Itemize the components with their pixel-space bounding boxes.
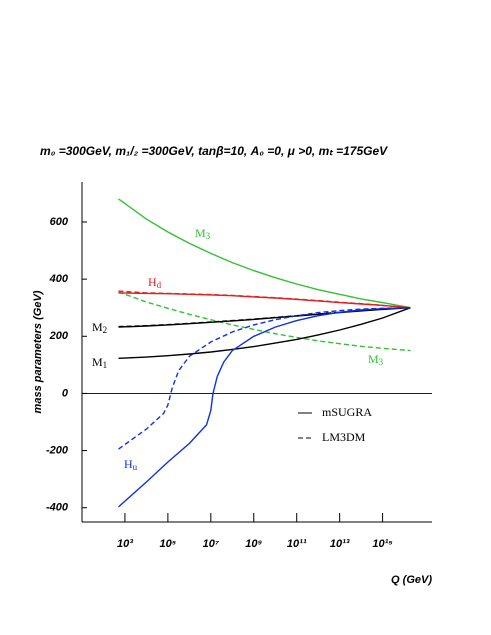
curve-label-sub: 3: [206, 231, 211, 241]
series-line: [118, 307, 411, 508]
x-tick-label: 10⁹: [245, 538, 262, 550]
x-tick-label: 10³: [117, 538, 133, 550]
curve-label-main: M: [92, 355, 103, 369]
x-tick-label: 10¹³: [330, 538, 350, 550]
y-tick-label: -200: [46, 444, 69, 456]
curve-label-sub: d: [157, 280, 162, 290]
curve-label: M2: [92, 320, 107, 335]
y-tick-label: 200: [49, 330, 69, 342]
x-tick-label: 10⁵: [160, 538, 177, 550]
x-tick-label: 10⁷: [203, 538, 220, 550]
curve-label-sub: 1: [103, 360, 108, 370]
curve-label-main: M: [195, 226, 206, 240]
y-tick-label: 600: [50, 216, 69, 228]
curve-label-sub: u: [133, 462, 138, 472]
curve-label-sub: 2: [103, 325, 108, 335]
legend-label: mSUGRA: [322, 405, 372, 419]
curve-label-sub: 3: [379, 357, 384, 367]
chart-title: m₀ =300GeV, m₁/₂ =300GeV, tanβ=10, A₀ =0…: [40, 144, 388, 158]
y-tick-label: 400: [49, 273, 69, 285]
legend-label: LM3DM: [322, 430, 366, 444]
y-axis-label: mass parameters (GeV): [32, 290, 44, 413]
curve-label: M3: [368, 352, 384, 367]
series-line: [118, 291, 411, 352]
curve-label: Hu: [124, 457, 138, 472]
x-tick-label: 10¹¹: [287, 538, 307, 550]
curve-label: M1: [92, 355, 107, 370]
series-line: [118, 198, 411, 309]
series-line: [118, 307, 411, 328]
curve-label-main: M: [368, 352, 379, 366]
series-line: [118, 307, 411, 359]
x-axis-label: Q (GeV): [391, 574, 432, 586]
curve-label: Hd: [148, 275, 162, 290]
curve-label-main: H: [148, 275, 157, 289]
x-tick-label: 10¹⁵: [372, 538, 393, 550]
series-line: [118, 290, 411, 309]
series-line: [118, 307, 411, 450]
curve-label-main: H: [124, 457, 133, 471]
curve-label: M3: [195, 226, 211, 241]
y-tick-label: -400: [46, 502, 69, 514]
curve-label-main: M: [92, 320, 103, 334]
y-tick-label: 0: [62, 387, 69, 399]
